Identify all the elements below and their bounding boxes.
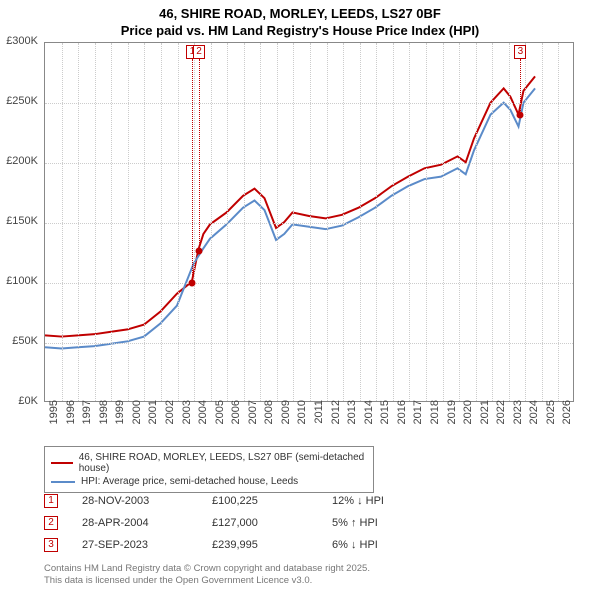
x-tick-label: 2001 bbox=[147, 400, 159, 440]
x-tick-label: 2003 bbox=[181, 400, 193, 440]
plot-svg bbox=[45, 43, 573, 401]
transaction-row: 3 27-SEP-2023 £239,995 6% ↓ HPI bbox=[44, 534, 442, 556]
x-tick-label: 2019 bbox=[446, 400, 458, 440]
x-tick-label: 2012 bbox=[330, 400, 342, 440]
transaction-delta: 12% ↓ HPI bbox=[332, 495, 442, 507]
legend-label: HPI: Average price, semi-detached house,… bbox=[81, 476, 298, 487]
x-tick-label: 2005 bbox=[214, 400, 226, 440]
x-tick-label: 2016 bbox=[396, 400, 408, 440]
legend-swatch bbox=[51, 462, 73, 464]
x-tick-label: 2021 bbox=[479, 400, 491, 440]
transaction-marker-box: 1 bbox=[44, 494, 58, 508]
price-marker bbox=[517, 112, 524, 119]
transaction-row: 1 28-NOV-2003 £100,225 12% ↓ HPI bbox=[44, 490, 442, 512]
x-tick-label: 2023 bbox=[512, 400, 524, 440]
legend-item: HPI: Average price, semi-detached house,… bbox=[51, 475, 367, 488]
transaction-delta: 5% ↑ HPI bbox=[332, 517, 442, 529]
transaction-delta: 6% ↓ HPI bbox=[332, 539, 442, 551]
x-tick-label: 1996 bbox=[65, 400, 77, 440]
x-tick-label: 2020 bbox=[462, 400, 474, 440]
y-tick-label: £250K bbox=[0, 95, 42, 107]
x-tick-label: 1999 bbox=[114, 400, 126, 440]
license-text: Contains HM Land Registry data © Crown c… bbox=[44, 563, 370, 586]
y-tick-label: £50K bbox=[0, 335, 42, 347]
title-line-1: 46, SHIRE ROAD, MORLEY, LEEDS, LS27 0BF bbox=[0, 6, 600, 23]
chart-container: 46, SHIRE ROAD, MORLEY, LEEDS, LS27 0BF … bbox=[0, 0, 600, 590]
x-tick-label: 2000 bbox=[131, 400, 143, 440]
price-marker-label: 3 bbox=[514, 45, 526, 59]
transaction-marker-box: 3 bbox=[44, 538, 58, 552]
y-tick-label: £300K bbox=[0, 35, 42, 47]
price-marker bbox=[189, 280, 196, 287]
x-tick-label: 2014 bbox=[363, 400, 375, 440]
transaction-price: £127,000 bbox=[212, 517, 332, 529]
x-tick-label: 2015 bbox=[379, 400, 391, 440]
chart-area: 123 bbox=[44, 42, 574, 402]
transaction-marker-box: 2 bbox=[44, 516, 58, 530]
y-tick-label: £150K bbox=[0, 215, 42, 227]
legend-swatch bbox=[51, 481, 75, 483]
x-tick-label: 2010 bbox=[296, 400, 308, 440]
x-tick-label: 2026 bbox=[561, 400, 573, 440]
transaction-row: 2 28-APR-2004 £127,000 5% ↑ HPI bbox=[44, 512, 442, 534]
x-tick-label: 2002 bbox=[164, 400, 176, 440]
x-tick-label: 2008 bbox=[263, 400, 275, 440]
x-tick-label: 1995 bbox=[48, 400, 60, 440]
transaction-price: £239,995 bbox=[212, 539, 332, 551]
x-tick-label: 1998 bbox=[98, 400, 110, 440]
transaction-date: 28-NOV-2003 bbox=[82, 495, 212, 507]
transaction-date: 28-APR-2004 bbox=[82, 517, 212, 529]
y-tick-label: £0K bbox=[0, 395, 42, 407]
transaction-price: £100,225 bbox=[212, 495, 332, 507]
legend-item: 46, SHIRE ROAD, MORLEY, LEEDS, LS27 0BF … bbox=[51, 451, 367, 475]
x-tick-label: 2022 bbox=[495, 400, 507, 440]
transaction-date: 27-SEP-2023 bbox=[82, 539, 212, 551]
legend-box: 46, SHIRE ROAD, MORLEY, LEEDS, LS27 0BF … bbox=[44, 446, 374, 493]
x-tick-label: 2006 bbox=[230, 400, 242, 440]
x-tick-label: 2007 bbox=[247, 400, 259, 440]
license-line-1: Contains HM Land Registry data © Crown c… bbox=[44, 563, 370, 574]
price-marker-label: 2 bbox=[193, 45, 205, 59]
price-marker bbox=[196, 247, 203, 254]
x-tick-label: 2024 bbox=[528, 400, 540, 440]
y-tick-label: £200K bbox=[0, 155, 42, 167]
x-tick-label: 2017 bbox=[412, 400, 424, 440]
x-tick-label: 2011 bbox=[313, 400, 325, 440]
title-block: 46, SHIRE ROAD, MORLEY, LEEDS, LS27 0BF … bbox=[0, 0, 600, 40]
x-tick-label: 1997 bbox=[81, 400, 93, 440]
x-tick-label: 2018 bbox=[429, 400, 441, 440]
title-line-2: Price paid vs. HM Land Registry's House … bbox=[0, 23, 600, 40]
y-tick-label: £100K bbox=[0, 275, 42, 287]
x-tick-label: 2004 bbox=[197, 400, 209, 440]
legend-label: 46, SHIRE ROAD, MORLEY, LEEDS, LS27 0BF … bbox=[79, 452, 367, 474]
x-tick-label: 2025 bbox=[545, 400, 557, 440]
x-tick-label: 2009 bbox=[280, 400, 292, 440]
license-line-2: This data is licensed under the Open Gov… bbox=[44, 575, 370, 586]
x-tick-label: 2013 bbox=[346, 400, 358, 440]
transactions-table: 1 28-NOV-2003 £100,225 12% ↓ HPI 2 28-AP… bbox=[44, 490, 442, 556]
